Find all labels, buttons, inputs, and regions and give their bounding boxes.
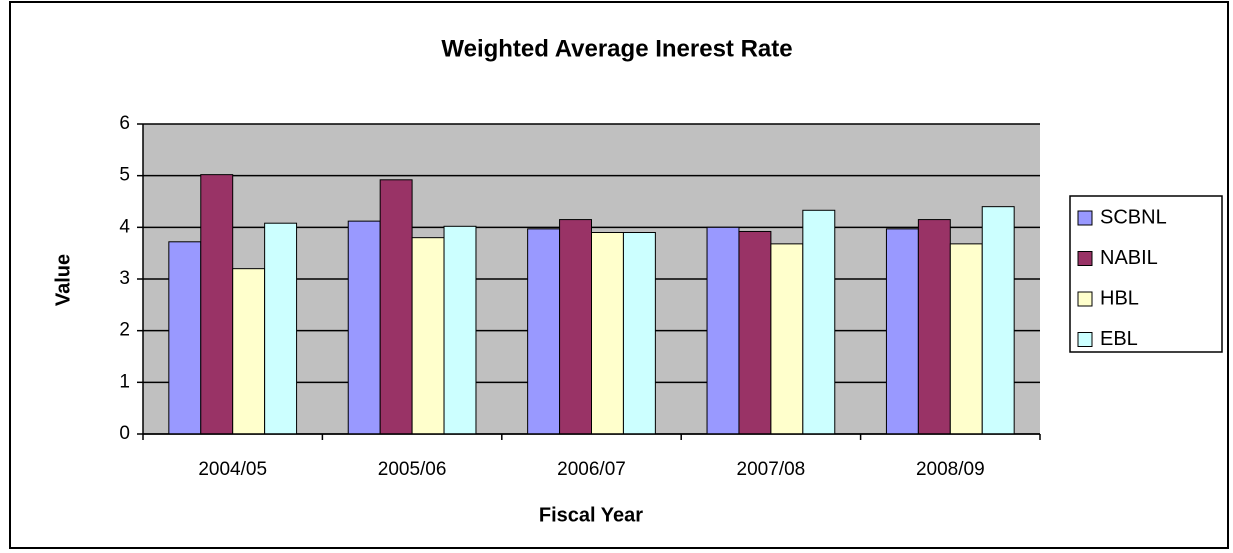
bar <box>706 226 740 435</box>
y-axis-label: Value <box>52 254 74 306</box>
bar <box>443 225 477 435</box>
bar <box>981 206 1015 435</box>
bar <box>527 228 561 435</box>
legend-label: SCBNL <box>1100 206 1167 228</box>
x-tick-label: 2006/07 <box>557 459 626 480</box>
bar <box>591 232 624 435</box>
bar <box>802 209 836 435</box>
y-tick-label: 1 <box>119 371 130 392</box>
legend-label: EBL <box>1100 328 1138 350</box>
y-tick-label: 2 <box>119 320 130 341</box>
y-tick-label: 3 <box>119 268 130 289</box>
y-tick-label: 4 <box>119 216 130 237</box>
y-tick-label: 0 <box>119 423 130 444</box>
bar <box>885 228 919 435</box>
bar <box>232 268 266 435</box>
bar <box>770 243 804 435</box>
bar <box>411 237 445 435</box>
legend-swatch <box>1077 291 1093 307</box>
x-tick-label: 2005/06 <box>378 459 447 480</box>
x-axis-label: Fiscal Year <box>539 504 643 526</box>
legend-label: NABIL <box>1100 247 1158 269</box>
x-tick-label: 2004/05 <box>198 459 267 480</box>
chart-title: Weighted Average Ineres‍t Rate <box>441 35 792 62</box>
legend-swatch <box>1077 332 1093 347</box>
bar <box>949 243 983 435</box>
bar <box>264 222 298 435</box>
legend-swatch <box>1077 251 1093 266</box>
y-tick-label: 5 <box>119 165 130 186</box>
bar <box>917 219 951 435</box>
bar <box>347 220 381 435</box>
legend-box <box>1069 195 1223 353</box>
legend-label: HBL <box>1100 287 1139 309</box>
bar <box>559 219 592 435</box>
legend-swatch <box>1077 210 1093 226</box>
bar <box>379 179 413 435</box>
y-tick-label: 6 <box>119 113 130 134</box>
bar <box>200 174 234 435</box>
x-tick-label: 2008/09 <box>916 459 985 480</box>
bar <box>168 241 202 435</box>
bar <box>622 232 656 435</box>
bar <box>738 230 772 435</box>
x-tick-label: 2007/08 <box>737 459 806 480</box>
